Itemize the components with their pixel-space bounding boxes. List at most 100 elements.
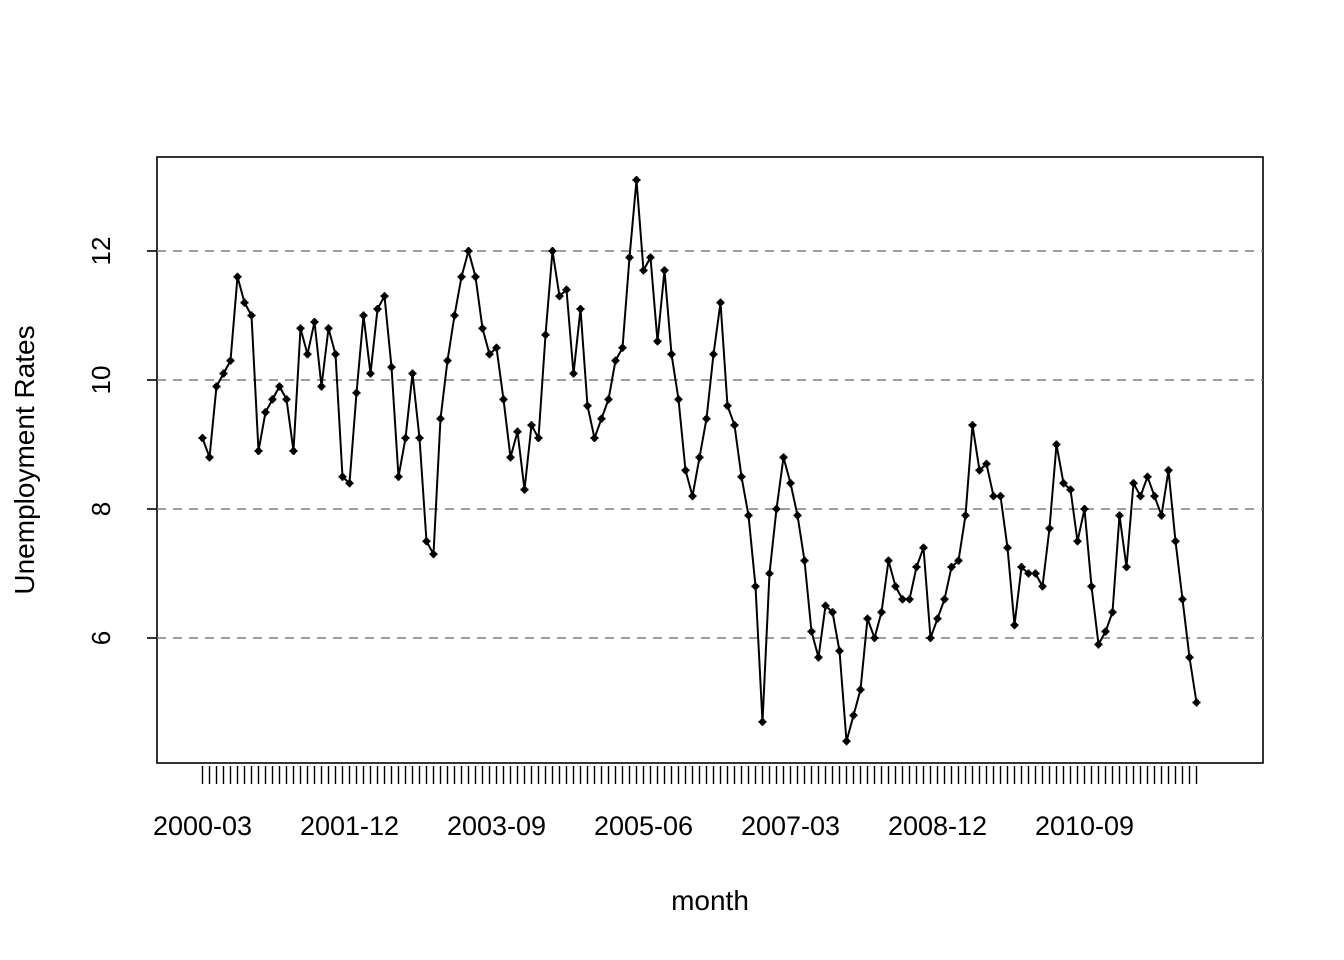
data-point-cross bbox=[317, 382, 326, 391]
y-axis: 6 8 10 12 bbox=[86, 237, 157, 645]
data-point-cross bbox=[457, 272, 466, 281]
data-point-cross bbox=[1073, 537, 1082, 546]
data-point-cross bbox=[961, 511, 970, 520]
data-point-cross bbox=[1038, 582, 1047, 591]
data-point-cross bbox=[919, 543, 928, 552]
data-point-cross bbox=[933, 614, 942, 623]
data-point-cross bbox=[247, 311, 256, 320]
x-tick-label: 2000-03 bbox=[153, 811, 252, 841]
data-point-cross bbox=[499, 395, 508, 404]
data-point-cross bbox=[625, 253, 634, 262]
data-point-cross bbox=[1087, 582, 1096, 591]
data-point-cross bbox=[1178, 595, 1187, 604]
y-tick-label: 10 bbox=[86, 366, 116, 395]
data-point-cross bbox=[688, 492, 697, 501]
data-point-cross bbox=[975, 466, 984, 475]
data-point-cross bbox=[597, 414, 606, 423]
data-point-cross bbox=[618, 343, 627, 352]
data-point-cross bbox=[982, 459, 991, 468]
data-point-cross bbox=[1045, 524, 1054, 533]
data-point-cross bbox=[485, 350, 494, 359]
data-point-cross bbox=[786, 479, 795, 488]
data-point-cross bbox=[940, 595, 949, 604]
data-point-cross bbox=[856, 685, 865, 694]
data-point-cross bbox=[1024, 569, 1033, 578]
data-point-cross bbox=[478, 324, 487, 333]
data-point-cross bbox=[394, 472, 403, 481]
data-point-cross bbox=[331, 350, 340, 359]
data-point-cross bbox=[702, 414, 711, 423]
data-point-cross bbox=[1192, 698, 1201, 707]
data-point-cross bbox=[373, 305, 382, 314]
data-point-cross bbox=[520, 485, 529, 494]
x-tick-label: 2005-06 bbox=[594, 811, 693, 841]
data-point-cross bbox=[793, 511, 802, 520]
data-point-cross bbox=[275, 382, 284, 391]
data-point-cross bbox=[1052, 440, 1061, 449]
data-point-cross bbox=[506, 453, 515, 462]
x-tick-label: 2003-09 bbox=[447, 811, 546, 841]
data-point-cross bbox=[695, 453, 704, 462]
data-point-cross bbox=[800, 556, 809, 565]
data-point-cross bbox=[877, 608, 886, 617]
y-axis-label: Unemployment Rates bbox=[9, 325, 40, 594]
data-point-cross bbox=[534, 434, 543, 443]
data-point-cross bbox=[233, 272, 242, 281]
data-point-cross bbox=[576, 305, 585, 314]
y-tick-label: 12 bbox=[86, 237, 116, 266]
data-point-cross bbox=[352, 388, 361, 397]
x-tick-label: 2008-12 bbox=[888, 811, 987, 841]
gridlines bbox=[157, 250, 1263, 639]
data-point-cross bbox=[709, 350, 718, 359]
data-point-cross bbox=[737, 472, 746, 481]
data-point-cross bbox=[667, 350, 676, 359]
data-point-cross bbox=[604, 395, 613, 404]
x-tick-label: 2010-09 bbox=[1035, 811, 1134, 841]
data-point-cross bbox=[219, 369, 228, 378]
data-point-cross bbox=[527, 421, 536, 430]
data-point-cross bbox=[751, 582, 760, 591]
data-point-cross bbox=[1094, 640, 1103, 649]
data-point-cross bbox=[583, 401, 592, 410]
data-point-cross bbox=[1157, 511, 1166, 520]
y-tick-label: 8 bbox=[86, 502, 116, 516]
data-point-cross bbox=[226, 356, 235, 365]
data-point-cross bbox=[303, 350, 312, 359]
data-point-cross bbox=[870, 634, 879, 642]
data-point-cross bbox=[996, 492, 1005, 501]
data-point-cross bbox=[240, 298, 249, 307]
data-point-cross bbox=[324, 324, 333, 333]
data-point-cross bbox=[968, 421, 977, 430]
data-point-cross bbox=[1066, 485, 1075, 494]
data-point-cross bbox=[296, 324, 305, 333]
data-point-cross bbox=[289, 446, 298, 455]
data-point-cross bbox=[884, 556, 893, 565]
data-point-cross bbox=[632, 176, 641, 185]
data-point-cross bbox=[849, 711, 858, 720]
data-point-cross bbox=[380, 292, 389, 301]
data-point-cross bbox=[828, 608, 837, 617]
data-point-cross bbox=[541, 330, 550, 339]
data-point-cross bbox=[954, 556, 963, 565]
data-point-cross bbox=[821, 601, 830, 610]
data-point-cross bbox=[548, 247, 557, 255]
data-point-cross bbox=[555, 292, 564, 301]
data-point-cross bbox=[212, 382, 221, 391]
data-point-cross bbox=[863, 614, 872, 623]
data-point-cross bbox=[366, 369, 375, 378]
data-point-cross bbox=[1164, 466, 1173, 475]
x-tick-label: 2001-12 bbox=[300, 811, 399, 841]
data-point-cross bbox=[814, 653, 823, 662]
data-point-cross bbox=[1108, 608, 1117, 617]
data-point-cross bbox=[905, 595, 914, 604]
data-point-cross bbox=[744, 511, 753, 520]
data-point-cross bbox=[310, 317, 319, 326]
data-point-cross bbox=[338, 472, 347, 481]
plot-frame bbox=[156, 156, 1264, 764]
data-point-cross bbox=[660, 266, 669, 275]
data-point-cross bbox=[282, 395, 291, 404]
data-point-cross bbox=[835, 646, 844, 655]
data-point-cross bbox=[401, 434, 410, 443]
data-point-cross bbox=[926, 634, 935, 642]
